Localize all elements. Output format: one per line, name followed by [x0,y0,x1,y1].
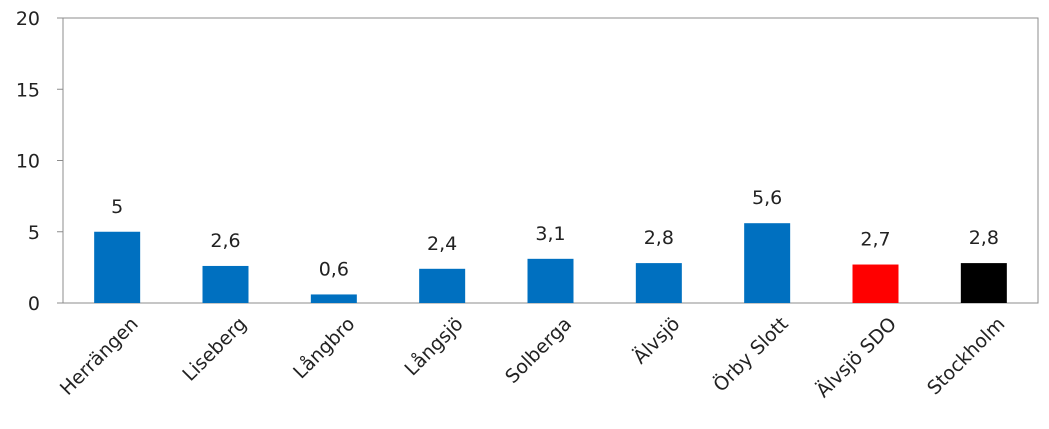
data-label: 2,6 [210,230,240,252]
data-label: 2,8 [644,227,674,249]
category-label: Herrängen [56,313,143,400]
category-label: Liseberg [178,313,251,386]
category-label: Älvsjö SDO [811,312,901,402]
y-tick-label: 5 [28,222,40,244]
category-label: Solberga [501,313,576,388]
data-label: 2,7 [860,229,890,251]
plot-area [62,17,1039,304]
category-label: Älvsjö [628,312,684,368]
bar [960,263,1007,303]
data-label: 2,4 [427,233,457,255]
bar [527,258,574,303]
data-label: 3,1 [535,223,565,245]
y-tick-label: 15 [16,79,40,101]
bar [419,268,466,303]
data-label: 5 [111,196,123,218]
bar [94,231,141,303]
bar [202,265,249,303]
data-label: 5,6 [752,187,782,209]
bar [310,294,357,303]
category-label: Örby Slott [709,312,793,396]
category-label: Stockholm [923,313,1009,399]
bar [744,223,791,303]
data-label: 0,6 [319,258,349,280]
y-tick-label: 10 [16,151,40,173]
data-labels: 5 2,6 0,6 2,4 3,1 2,8 5,6 2,7 2,8 [111,187,999,280]
y-tick-label: 0 [28,293,40,315]
bar [852,264,899,303]
bars [94,223,1007,303]
category-label: Långbro [288,312,359,383]
bar [635,263,682,303]
y-axis: 0 5 10 15 20 [16,8,63,315]
category-label: Långsjö [400,312,468,380]
data-label: 2,8 [969,227,999,249]
x-axis-categories: Herrängen Liseberg Långbro Långsjö Solberga Ä… [56,312,1009,402]
y-tick-label: 20 [16,8,40,30]
